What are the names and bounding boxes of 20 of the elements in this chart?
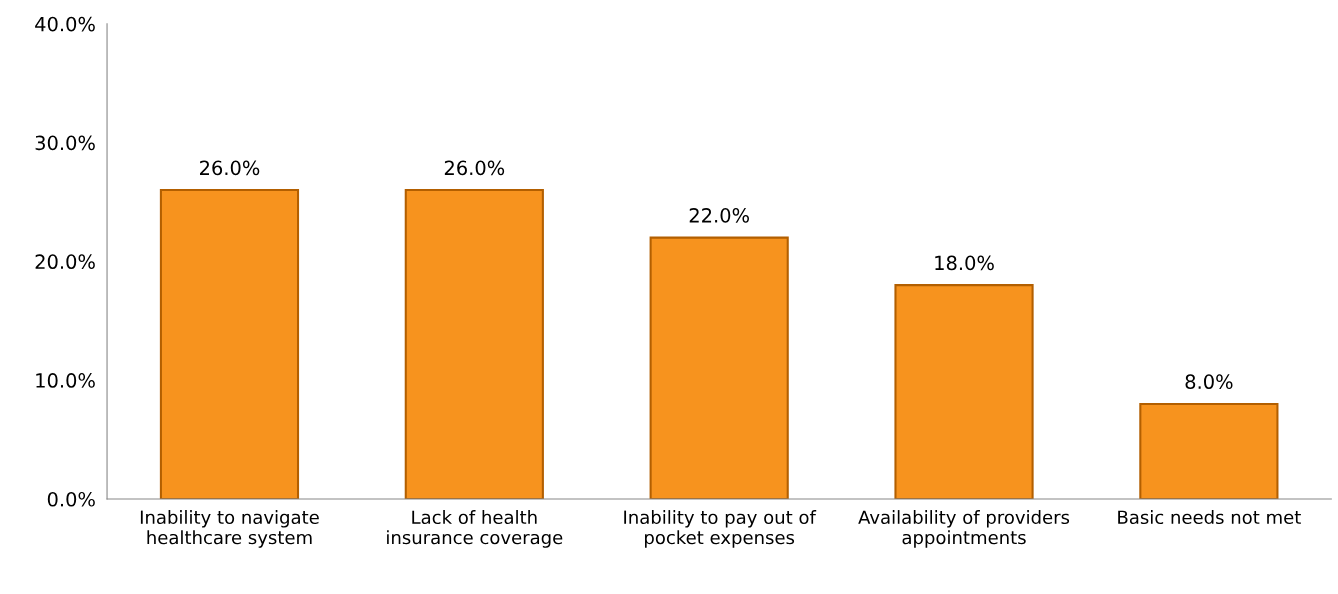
y-tick-label: 0.0%: [47, 491, 95, 507]
x-tick-label: Basic needs not met: [1118, 510, 1301, 525]
x-tick-label: Availability of providers appointments: [858, 510, 1070, 548]
data-label: 26.0%: [200, 160, 260, 176]
y-tick-label: 30.0%: [35, 135, 95, 151]
bar: [894, 284, 1034, 499]
bar: [649, 236, 789, 499]
y-tick-label: 10.0%: [36, 373, 95, 388]
y-tick-label: 20.0%: [35, 254, 95, 270]
bar: [159, 189, 300, 499]
data-label: 18.0%: [935, 255, 994, 271]
data-label: 8.0%: [1185, 374, 1233, 390]
data-label: 26.0%: [444, 160, 505, 176]
bar: [404, 189, 544, 499]
x-tick-label: Lack of health insurance coverage: [387, 510, 563, 548]
x-tick-label: Inability to pay out of pocket expenses: [624, 510, 817, 548]
data-label: 22.0%: [689, 208, 749, 223]
bar: [1139, 402, 1279, 499]
y-tick-label: 40.0%: [35, 16, 95, 32]
x-tick-label: Inability to navigate healthcare system: [140, 510, 319, 548]
